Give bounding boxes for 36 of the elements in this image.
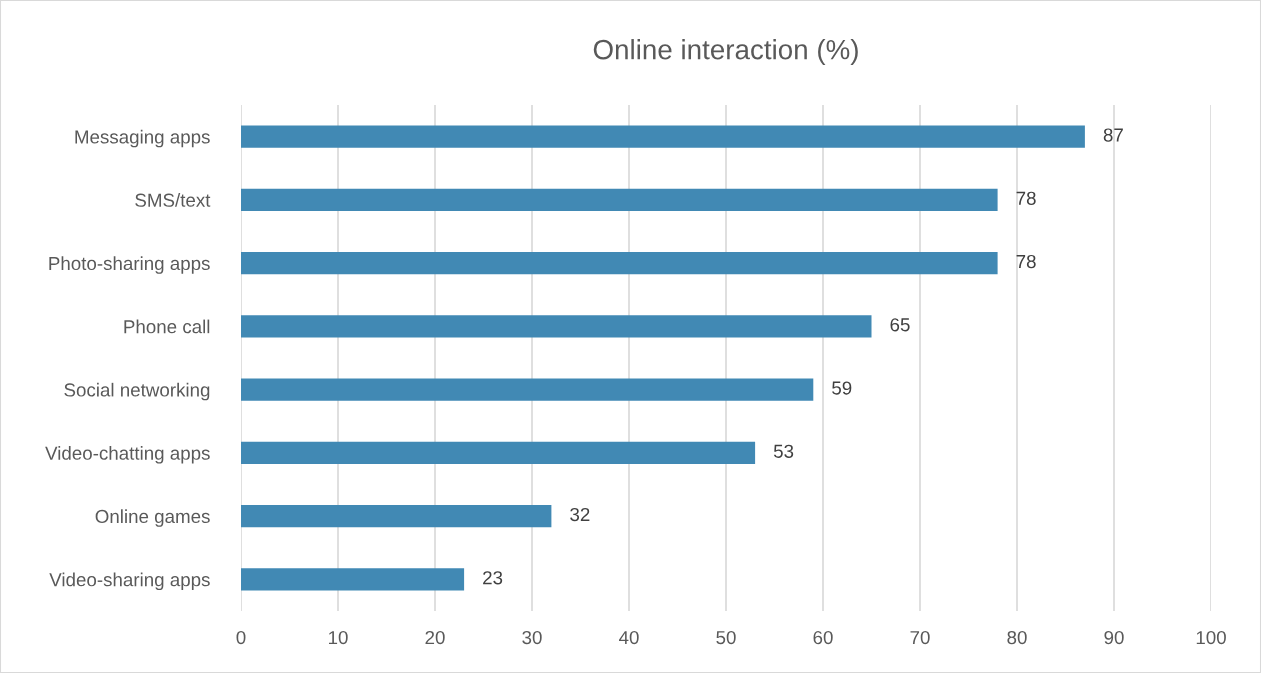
- bar: [241, 378, 814, 401]
- x-tick-label: 40: [619, 630, 639, 645]
- data-label: 65: [890, 318, 910, 332]
- x-tick-label: 100: [1196, 630, 1226, 645]
- chart-title: Online interaction (%): [593, 39, 858, 65]
- data-label: 78: [1016, 191, 1036, 205]
- x-tick-label: 0: [236, 630, 246, 645]
- data-label: 32: [570, 507, 590, 522]
- x-tick-label: 60: [813, 630, 833, 645]
- y-tick-label: Photo-sharing apps: [49, 256, 210, 274]
- x-tick-label: 30: [522, 630, 542, 645]
- data-label: 87: [1103, 128, 1123, 142]
- data-label: 78: [1016, 254, 1036, 269]
- bar: [241, 568, 465, 591]
- x-tick-label: 80: [1007, 630, 1027, 645]
- x-tick-label: 90: [1104, 630, 1124, 645]
- y-tick-label: Social networking: [64, 382, 210, 401]
- x-tick-label: 20: [425, 630, 445, 645]
- x-tick-label: 70: [910, 630, 930, 645]
- bar: [241, 315, 872, 338]
- data-label: 53: [773, 444, 794, 458]
- bar: [241, 441, 756, 464]
- x-tick-label: 10: [329, 630, 348, 645]
- y-tick-label: SMS/text: [135, 193, 211, 207]
- y-tick-label: Messaging apps: [75, 129, 210, 148]
- bar: [241, 188, 998, 211]
- data-label: 23: [483, 571, 503, 585]
- y-tick-label: Video-sharing apps: [49, 572, 210, 591]
- bar: [241, 505, 552, 528]
- y-tick-label: Video-chatting apps: [45, 446, 210, 464]
- y-tick-label: Phone call: [124, 319, 210, 334]
- bar: [241, 125, 1085, 148]
- y-tick-label: Online games: [95, 509, 210, 527]
- bar: [241, 252, 998, 275]
- x-tick-label: 50: [716, 630, 736, 645]
- data-label: 59: [832, 381, 852, 395]
